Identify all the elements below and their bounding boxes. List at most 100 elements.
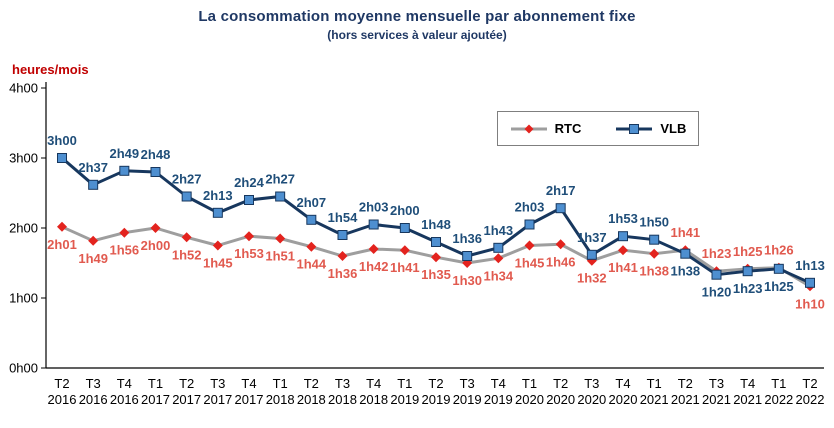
rtc-data-label: 1h10 [795,296,825,311]
x-year-label: 2020 [577,392,606,407]
rtc-data-label: 1h35 [421,267,451,282]
rtc-data-label: 1h44 [297,257,327,272]
x-year-label: 2020 [609,392,638,407]
rtc-marker [431,252,441,263]
rtc-data-label: 1h45 [203,256,233,271]
x-year-label: 2017 [141,392,170,407]
rtc-marker [399,245,410,256]
vlb-data-label: 2h03 [359,200,389,215]
vlb-data-label: 1h25 [764,279,794,294]
legend-item-rtc: RTC [510,121,581,136]
vlb-marker [618,231,628,242]
rtc-data-label: 1h36 [328,266,358,281]
rtc-data-label: 1h38 [639,264,669,279]
legend: RTC VLB [497,111,699,146]
x-quarter-label: T2 [553,376,568,391]
rtc-data-label: 1h30 [452,273,482,288]
vlb-data-label: 2h13 [203,188,233,203]
x-quarter-label: T3 [460,376,475,391]
x-quarter-label: T2 [428,376,443,391]
rtc-marker [150,223,161,233]
x-quarter-label: T3 [86,376,101,391]
rtc-marker [524,240,535,251]
rtc-data-label: 2h00 [141,238,171,253]
x-quarter-label: T3 [709,376,724,391]
vlb-marker [586,249,597,260]
rtc-data-label: 2h01 [47,237,77,252]
rtc-data-label: 1h32 [577,271,607,286]
vlb-marker [275,191,286,202]
x-quarter-label: T1 [397,376,412,391]
x-quarter-label: T4 [117,376,132,391]
x-quarter-label: T2 [54,376,69,391]
x-year-label: 2016 [48,392,77,407]
vlb-marker [711,269,722,280]
x-year-label: 2021 [702,392,731,407]
x-quarter-label: T2 [179,376,194,391]
rtc-data-label: 1h41 [608,260,638,275]
rtc-marker [57,221,67,232]
x-quarter-label: T4 [241,376,256,391]
rtc-legend-marker-icon [510,123,548,135]
vlb-data-label: 1h43 [484,223,514,238]
vlb-data-label: 3h00 [47,133,77,148]
x-year-label: 2020 [546,392,575,407]
rtc-data-label: 1h49 [78,251,108,266]
x-year-label: 2017 [203,392,232,407]
x-year-label: 2016 [79,392,108,407]
rtc-data-label: 1h41 [671,225,701,240]
vlb-data-label: 1h20 [702,285,732,300]
vlb-marker [368,219,379,230]
x-quarter-label: T2 [678,376,693,391]
rtc-data-label: 1h52 [172,247,202,262]
vlb-data-label: 1h36 [452,231,482,246]
x-year-label: 2021 [671,392,700,407]
x-year-label: 2019 [390,392,419,407]
x-quarter-label: T4 [740,376,755,391]
legend-item-vlb: VLB [615,121,686,136]
vlb-marker [88,179,99,190]
vlb-marker [524,219,535,230]
y-tick-label: 0h00 [9,361,38,376]
vlb-marker [57,153,67,163]
x-quarter-label: T2 [802,376,817,391]
y-tick-label: 2h00 [9,221,38,236]
vlb-data-label: 1h48 [421,217,451,232]
x-year-label: 2021 [640,392,669,407]
x-year-label: 2016 [110,392,139,407]
x-year-label: 2018 [328,392,357,407]
x-year-label: 2020 [515,392,544,407]
x-quarter-label: T1 [647,376,662,391]
rtc-marker [618,245,628,256]
vlb-data-label: 2h03 [515,200,545,215]
x-year-label: 2019 [484,392,513,407]
x-quarter-label: T1 [522,376,537,391]
rtc-data-label: 1h41 [390,260,420,275]
rtc-marker [493,253,504,264]
x-quarter-label: T4 [615,376,630,391]
vlb-data-label: 2h27 [172,172,202,187]
vlb-data-label: 2h27 [265,172,295,187]
rtc-marker [244,231,254,242]
vlb-marker [555,203,566,214]
chart-subtitle: (hors services à valeur ajoutée) [327,28,507,42]
x-quarter-label: T3 [584,376,599,391]
vlb-data-label: 2h00 [390,203,420,218]
vlb-data-label: 1h37 [577,230,607,245]
vlb-marker [773,263,784,274]
rtc-data-label: 1h34 [484,268,514,283]
vlb-data-label: 1h54 [328,210,358,225]
vlb-data-label: 2h24 [234,175,264,190]
rtc-marker [555,239,566,250]
x-quarter-label: T3 [335,376,350,391]
vlb-data-label: 2h07 [297,195,327,210]
x-year-label: 2017 [172,392,201,407]
vlb-marker [150,167,161,177]
vlb-legend-marker-icon [615,123,653,135]
x-year-label: 2017 [235,392,264,407]
rtc-marker [88,235,99,246]
rtc-data-label: 1h46 [546,254,576,269]
rtc-marker [649,248,660,259]
vlb-data-label: 2h49 [110,146,140,161]
